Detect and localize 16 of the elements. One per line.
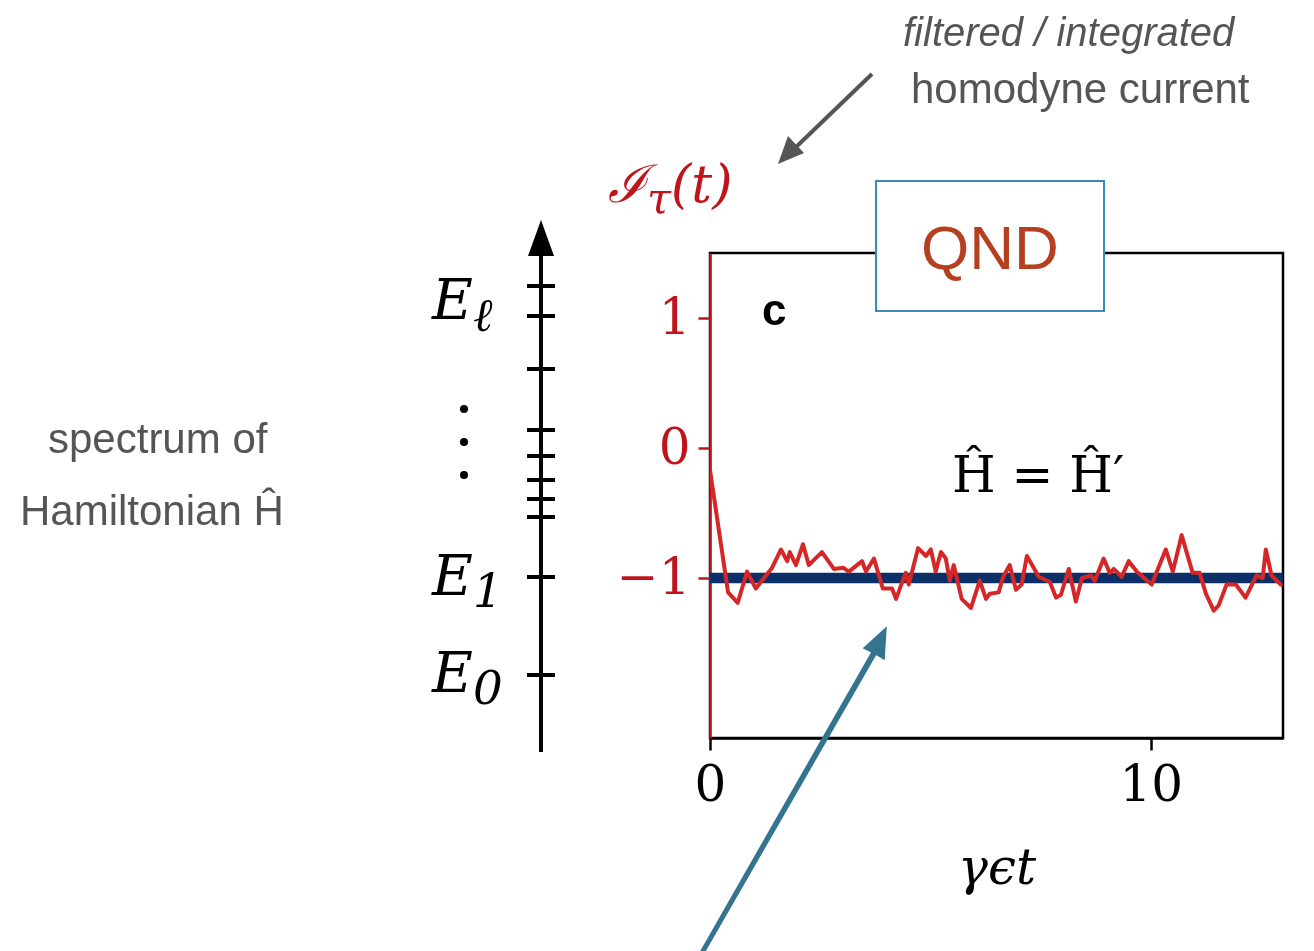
text: E$_{0}$	[432, 640, 503, 716]
x-axis-title: γϵt	[958, 837, 1037, 896]
x-tick-label: 10	[1119, 754, 1184, 813]
y-tick-label: 1	[658, 287, 691, 346]
annotation: QND	[875, 180, 1105, 312]
y-axis-title: ℐ$_{τ}$(t)	[608, 154, 733, 224]
annotation: Ĥ = Ĥ′	[932, 430, 1145, 520]
text: Hamiltonian Ĥ	[20, 487, 284, 534]
text: spectrum of	[48, 415, 268, 462]
text: E$_{1}$	[432, 543, 503, 619]
text: E$_{ℓ}$	[432, 267, 493, 343]
text: filtered / integrated	[903, 10, 1235, 54]
y-tick-label: 0	[658, 417, 691, 476]
y-tick-label: −1	[616, 547, 691, 606]
annotation: c	[762, 285, 787, 334]
text: homodyne current	[911, 65, 1250, 112]
